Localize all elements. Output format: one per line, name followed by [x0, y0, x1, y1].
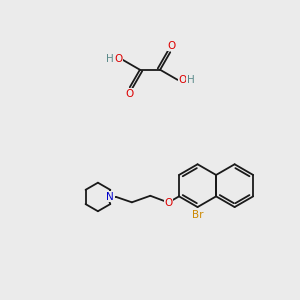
Text: N: N	[106, 192, 114, 202]
Text: O: O	[114, 54, 122, 64]
Text: O: O	[126, 89, 134, 99]
Text: H: H	[187, 76, 194, 85]
Text: O: O	[165, 198, 173, 208]
Text: O: O	[178, 76, 187, 85]
Text: O: O	[168, 41, 176, 51]
Text: Br: Br	[192, 210, 204, 220]
Text: H: H	[106, 54, 113, 64]
